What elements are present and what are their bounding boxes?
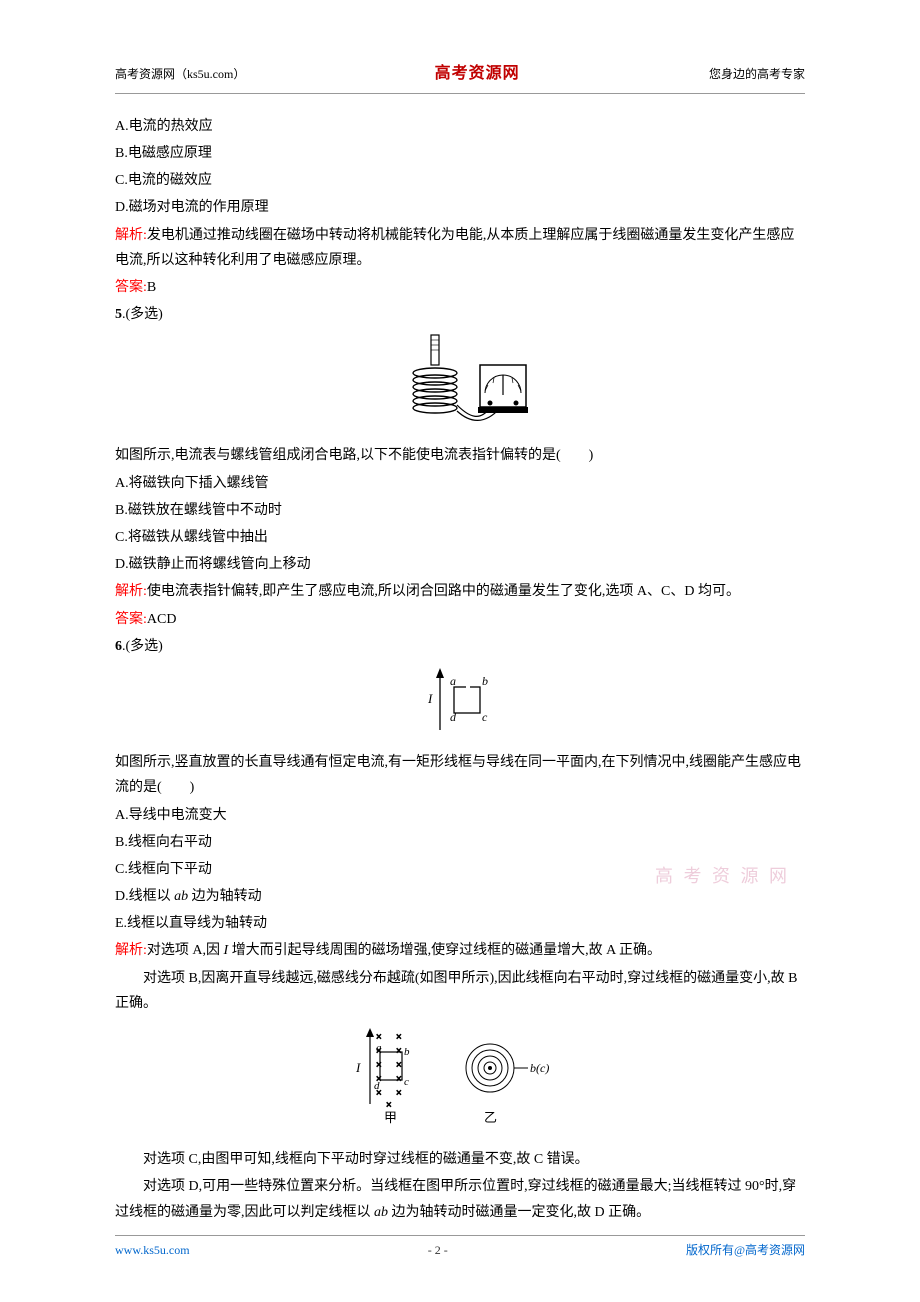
q6-analA-prefix: 对选项 A,因	[147, 943, 224, 958]
fig2-label-d: d	[374, 1080, 380, 1092]
q6-option-a: A.导线中电流变大	[115, 803, 805, 828]
q6-analysis-b: 对选项 B,因离开直导线越远,磁感线分布越疏(如图甲所示),因此线框向右平动时,…	[115, 966, 805, 1016]
q5-analysis-text: 使电流表指针偏转,即产生了感应电流,所以闭合回路中的磁通量发生了变化,选项 A、…	[147, 584, 740, 599]
q5-multi: .(多选)	[122, 307, 163, 322]
q6-multi: .(多选)	[122, 639, 163, 654]
q5-stem: 如图所示,电流表与螺线管组成闭合电路,以下不能使电流表指针偏转的是( )	[115, 443, 805, 468]
svg-text:×: ×	[396, 1060, 402, 1071]
page-header: 高考资源网（ks5u.com） 高考资源网 您身边的高考专家	[115, 60, 805, 94]
svg-text:×: ×	[376, 1060, 382, 1071]
svg-text:×: ×	[396, 1032, 402, 1043]
q4-option-a: A.电流的热效应	[115, 114, 805, 139]
q4-option-d: D.磁场对电流的作用原理	[115, 195, 805, 220]
q6-analD-2: 边为轴转动时磁通量一定变化,故 D 正确。	[388, 1205, 650, 1220]
q5-option-c: C.将磁铁从螺线管中抽出	[115, 525, 805, 550]
label-I: I	[427, 691, 433, 706]
page: 高考资源网（ks5u.com） 高考资源网 您身边的高考专家 A.电流的热效应 …	[0, 0, 920, 1302]
q5-figure	[115, 333, 805, 437]
q4-analysis-text: 发电机通过推动线圈在磁场中转动将机械能转化为电能,从本质上理解应属于线圈磁通量发…	[115, 228, 794, 268]
q6-figure-2: I ×× ×× ×× ×× ×× × a b c d 甲	[115, 1022, 805, 1141]
footer-left: www.ks5u.com	[115, 1240, 190, 1262]
footer-page-number: - 2 -	[428, 1240, 448, 1262]
fig2-label-bc: b(c)	[530, 1061, 549, 1075]
q4-analysis: 解析:发电机通过推动线圈在磁场中转动将机械能转化为电能,从本质上理解应属于线圈磁…	[115, 223, 805, 273]
label-a: a	[450, 674, 456, 688]
q4-answer-text: B	[147, 280, 156, 295]
label-b: b	[482, 674, 488, 688]
header-center-logo: 高考资源网	[435, 60, 520, 89]
analysis-label: 解析:	[115, 584, 147, 599]
q4-answer: 答案:B	[115, 275, 805, 300]
q5-number: 5	[115, 307, 122, 322]
answer-label: 答案:	[115, 280, 147, 295]
body-content: A.电流的热效应 B.电磁感应原理 C.电流的磁效应 D.磁场对电流的作用原理 …	[115, 114, 805, 1225]
fig2-label-yi: 乙	[484, 1110, 497, 1125]
q6-stem: 如图所示,竖直放置的长直导线通有恒定电流,有一矩形线框与导线在同一平面内,在下列…	[115, 750, 805, 800]
q4-option-b: B.电磁感应原理	[115, 141, 805, 166]
header-right: 您身边的高考专家	[709, 64, 805, 86]
header-left: 高考资源网（ks5u.com）	[115, 64, 245, 86]
q6-option-e: E.线框以直导线为轴转动	[115, 911, 805, 936]
q4-option-c: C.电流的磁效应	[115, 168, 805, 193]
q6-number: 6	[115, 639, 122, 654]
q5-option-a: A.将磁铁向下插入螺线管	[115, 471, 805, 496]
q6-header: 6.(多选)	[115, 634, 805, 659]
analysis-label: 解析:	[115, 228, 147, 243]
fig2-label-c: c	[404, 1076, 409, 1088]
fig2-label-I: I	[355, 1060, 361, 1075]
q5-option-b: B.磁铁放在螺线管中不动时	[115, 498, 805, 523]
label-c: c	[482, 710, 488, 724]
q5-answer: 答案:ACD	[115, 607, 805, 632]
q6-optD-var: ab	[174, 889, 188, 904]
q6-analD-var: ab	[374, 1205, 388, 1220]
answer-label: 答案:	[115, 612, 147, 627]
q6-analA-suffix: 增大而引起导线周围的磁场增强,使穿过线框的磁通量增大,故 A 正确。	[228, 943, 661, 958]
label-d: d	[450, 710, 457, 724]
q5-header: 5.(多选)	[115, 302, 805, 327]
q6-option-b: B.线框向右平动	[115, 830, 805, 855]
q6-optD-prefix: D.线框以	[115, 889, 174, 904]
q6-figure-1: I a b c d	[115, 665, 805, 744]
page-footer: www.ks5u.com - 2 - 版权所有@高考资源网	[115, 1235, 805, 1262]
q6-analysis-d: 对选项 D,可用一些特殊位置来分析。当线框在图甲所示位置时,穿过线框的磁通量最大…	[115, 1174, 805, 1224]
q6-option-d: D.线框以 ab 边为轴转动	[115, 884, 805, 909]
q6-analysis-a: 解析:对选项 A,因 I 增大而引起导线周围的磁场增强,使穿过线框的磁通量增大,…	[115, 938, 805, 963]
footer-right: 版权所有@高考资源网	[686, 1240, 805, 1262]
analysis-label: 解析:	[115, 943, 147, 958]
fig2-label-jia: 甲	[384, 1110, 397, 1125]
q5-answer-text: ACD	[147, 612, 177, 627]
q5-analysis: 解析:使电流表指针偏转,即产生了感应电流,所以闭合回路中的磁通量发生了变化,选项…	[115, 579, 805, 604]
fig2-label-b: b	[404, 1046, 410, 1058]
q6-analysis-c: 对选项 C,由图甲可知,线框向下平动时穿过线框的磁通量不变,故 C 错误。	[115, 1147, 805, 1172]
fig2-label-a: a	[376, 1042, 382, 1054]
q6-option-c: C.线框向下平动	[115, 857, 805, 882]
q5-option-d: D.磁铁静止而将螺线管向上移动	[115, 552, 805, 577]
q6-optD-suffix: 边为轴转动	[188, 889, 262, 904]
svg-text:×: ×	[396, 1088, 402, 1099]
